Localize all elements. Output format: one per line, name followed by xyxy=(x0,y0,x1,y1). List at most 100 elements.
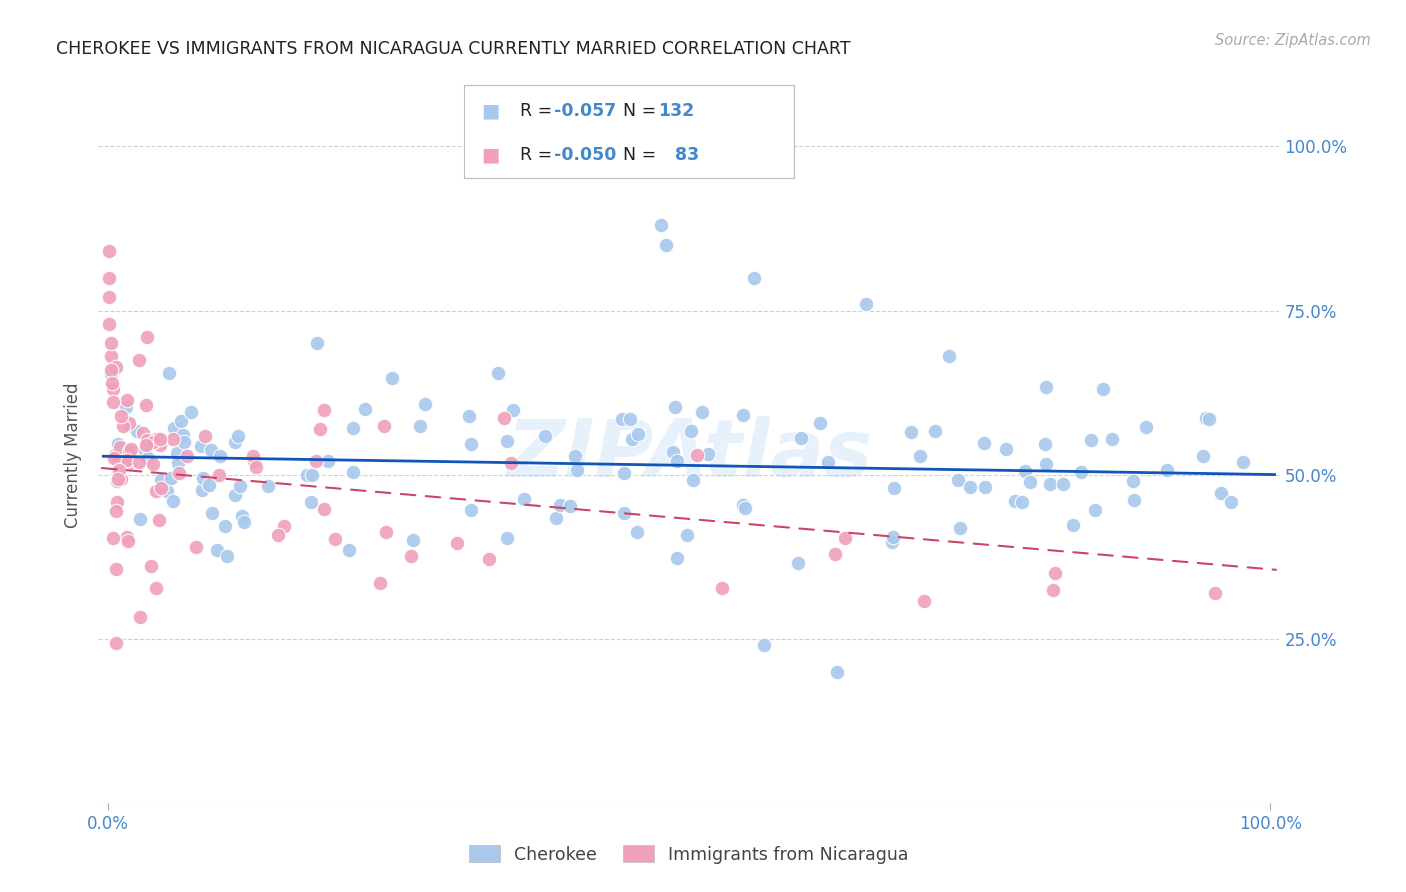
Legend: Cherokee, Immigrants from Nicaragua: Cherokee, Immigrants from Nicaragua xyxy=(463,838,915,871)
Point xyxy=(627,426,650,441)
Point xyxy=(256,479,278,493)
Point xyxy=(128,455,150,469)
Point xyxy=(100,367,122,381)
Point xyxy=(117,453,139,467)
Point xyxy=(305,336,328,351)
Point xyxy=(297,467,319,482)
Point xyxy=(1156,463,1178,477)
Point xyxy=(415,397,437,411)
Point xyxy=(314,502,336,516)
Point xyxy=(381,371,404,385)
Point xyxy=(104,449,127,463)
Point xyxy=(882,530,904,544)
Point xyxy=(368,575,391,590)
Point xyxy=(163,421,186,435)
Point xyxy=(817,455,839,469)
Point xyxy=(1080,433,1102,447)
Point xyxy=(101,382,124,396)
Point xyxy=(808,416,831,430)
Text: Source: ZipAtlas.com: Source: ZipAtlas.com xyxy=(1215,33,1371,48)
Point xyxy=(156,484,179,499)
Text: ■: ■ xyxy=(481,102,499,120)
Point xyxy=(97,290,120,304)
Point xyxy=(100,336,122,351)
Point xyxy=(974,480,997,494)
Point xyxy=(733,408,755,422)
Point xyxy=(104,636,127,650)
Point xyxy=(1039,476,1062,491)
Point xyxy=(1232,455,1254,469)
Point xyxy=(162,494,184,508)
Point xyxy=(959,480,981,494)
Point xyxy=(98,317,121,331)
Point xyxy=(373,419,395,434)
Point xyxy=(323,532,346,546)
Point xyxy=(139,558,162,573)
Point xyxy=(883,482,905,496)
Point xyxy=(167,466,190,480)
Point xyxy=(135,438,157,452)
Point xyxy=(752,638,775,652)
Point xyxy=(342,421,364,435)
Point xyxy=(162,432,184,446)
Point xyxy=(787,556,810,570)
Point xyxy=(100,350,122,364)
Point xyxy=(1035,380,1057,394)
Y-axis label: Currently Married: Currently Married xyxy=(65,382,83,528)
Point xyxy=(273,519,295,533)
Text: R =: R = xyxy=(520,102,553,120)
Point xyxy=(664,400,686,414)
Point xyxy=(824,547,846,561)
Text: ■: ■ xyxy=(481,145,499,164)
Point xyxy=(101,531,124,545)
Point xyxy=(908,450,931,464)
Point xyxy=(166,456,188,470)
Point xyxy=(1011,495,1033,509)
Point xyxy=(513,492,536,507)
Point xyxy=(115,392,138,407)
Point xyxy=(172,428,194,442)
Point xyxy=(107,495,129,509)
Point xyxy=(402,533,425,547)
Point xyxy=(159,471,181,485)
Point xyxy=(233,515,256,529)
Point xyxy=(681,425,703,439)
Point xyxy=(194,428,217,442)
Text: -0.057: -0.057 xyxy=(554,102,616,120)
Point xyxy=(166,446,188,460)
Point xyxy=(1062,517,1084,532)
Point xyxy=(111,419,134,434)
Point xyxy=(115,530,138,544)
Point xyxy=(176,450,198,464)
Point xyxy=(457,409,479,423)
Point xyxy=(1195,410,1218,425)
Point xyxy=(120,442,142,456)
Point xyxy=(266,527,288,541)
Point xyxy=(686,448,709,462)
Point xyxy=(245,459,267,474)
Point xyxy=(938,350,960,364)
Point xyxy=(544,511,567,525)
Point xyxy=(711,581,734,595)
Point xyxy=(409,418,432,433)
Point xyxy=(108,440,131,454)
Point xyxy=(342,465,364,479)
Point xyxy=(142,435,165,450)
Point xyxy=(337,543,360,558)
Point xyxy=(825,665,848,679)
Point xyxy=(610,412,633,426)
Point xyxy=(191,470,214,484)
Point xyxy=(1014,464,1036,478)
Point xyxy=(101,395,124,409)
Point xyxy=(180,405,202,419)
Point xyxy=(676,528,699,542)
Point xyxy=(136,450,159,465)
Text: 83: 83 xyxy=(675,146,699,164)
Point xyxy=(565,463,588,477)
Point xyxy=(1043,566,1066,580)
Point xyxy=(131,425,153,440)
Point xyxy=(217,549,239,564)
Point xyxy=(626,524,648,539)
Point xyxy=(1220,495,1243,509)
Point xyxy=(318,454,340,468)
